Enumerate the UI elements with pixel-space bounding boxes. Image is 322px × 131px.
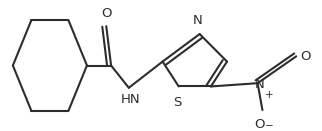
Text: +: +: [265, 90, 273, 100]
Text: N: N: [193, 14, 203, 28]
Text: O: O: [101, 7, 111, 20]
Text: N: N: [254, 78, 264, 91]
Text: O: O: [254, 118, 264, 131]
Text: HN: HN: [121, 93, 140, 106]
Text: −: −: [265, 121, 274, 131]
Text: O: O: [300, 50, 310, 63]
Text: S: S: [173, 96, 181, 109]
